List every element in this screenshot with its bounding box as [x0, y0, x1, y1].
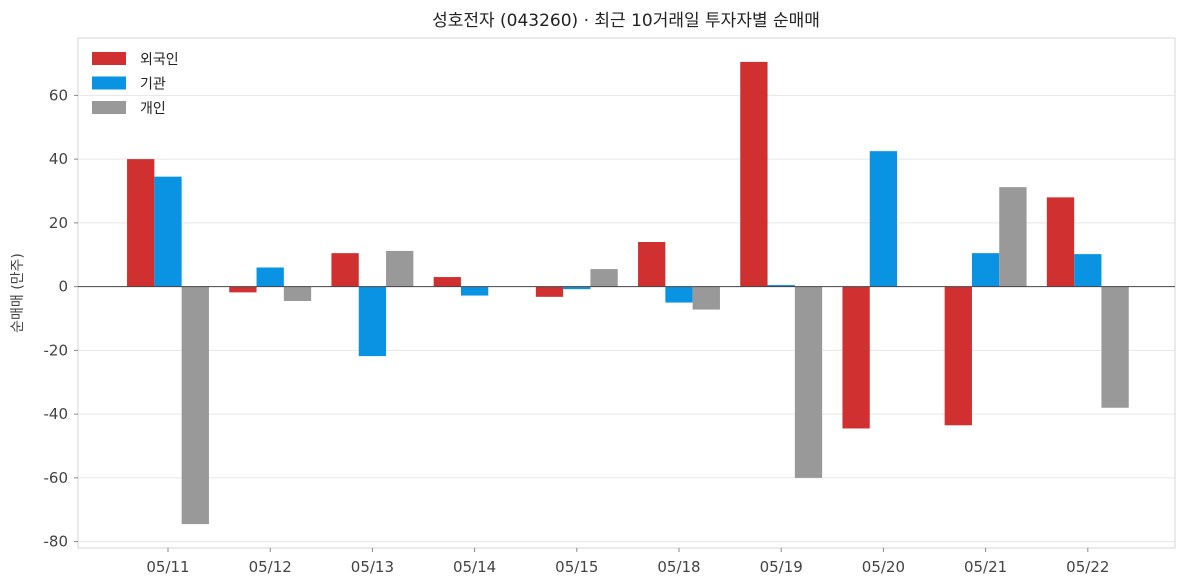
bar-개인-05/13	[386, 250, 414, 287]
y-tick-label: 40	[49, 150, 68, 168]
y-tick-label: 20	[49, 214, 68, 232]
x-tick-label: 05/22	[1066, 558, 1109, 576]
bar-개인-05/15	[590, 269, 618, 287]
bar-기관-05/12	[256, 267, 284, 287]
bar-외국인-05/12	[229, 286, 257, 293]
y-tick-label: 0	[58, 278, 68, 296]
bar-외국인-05/14	[433, 277, 461, 287]
bar-기관-05/21	[971, 253, 1000, 287]
y-axis-ticks: -80 -60 -40 -20 0 20 40 60	[44, 86, 78, 551]
x-tick-label: 05/21	[964, 558, 1007, 576]
plot-area	[77, 37, 1176, 549]
y-tick-label: -40	[44, 405, 69, 423]
bar-개인-05/21	[999, 187, 1027, 287]
bar-개인-05/11	[181, 286, 209, 525]
x-tick-label: 05/14	[453, 558, 496, 576]
bar-개인-05/18	[692, 286, 720, 310]
bar-개인-05/12	[283, 286, 312, 301]
legend-swatch	[92, 101, 126, 114]
y-tick-label: 60	[49, 86, 68, 104]
bar-외국인-05/21	[944, 286, 972, 426]
bar-기관-05/19	[767, 285, 795, 287]
bar-외국인-05/20	[842, 286, 870, 429]
x-tick-label: 05/20	[862, 558, 905, 576]
bars	[127, 61, 1129, 525]
bar-외국인-05/11	[127, 159, 155, 287]
x-tick-label: 05/18	[657, 558, 700, 576]
x-tick-label: 05/19	[760, 558, 803, 576]
legend-swatch	[92, 52, 126, 65]
y-tick-label: -60	[44, 469, 69, 487]
x-tick-label: 05/13	[351, 558, 394, 576]
bar-기관-05/14	[460, 286, 489, 296]
y-tick-label: -80	[44, 533, 69, 551]
x-tick-label: 05/11	[146, 558, 189, 576]
bar-외국인-05/22	[1046, 197, 1075, 287]
x-axis-ticks: 05/11 05/12 05/13 05/14 05/15 05/18 05/19 05/20…	[146, 548, 1109, 576]
x-tick-label: 05/12	[249, 558, 292, 576]
bar-기관-05/22	[1074, 254, 1102, 287]
bar-외국인-05/15	[535, 286, 564, 297]
bar-외국인-05/18	[638, 242, 666, 287]
legend-swatch	[92, 76, 126, 90]
chart-title: 성호전자 (043260) · 최근 10거래일 투자자별 순매매	[432, 11, 820, 31]
legend-label: 기관	[140, 77, 166, 93]
bar-개인-05/19	[794, 286, 823, 478]
y-tick-label: -20	[44, 341, 69, 359]
bar-외국인-05/19	[740, 61, 768, 287]
bar-기관-05/15	[563, 286, 591, 290]
bar-기관-05/11	[154, 176, 182, 287]
bar-기관-05/18	[665, 286, 693, 303]
legend-label: 외국인	[140, 52, 179, 68]
x-tick-label: 05/15	[555, 558, 598, 576]
bar-기관-05/13	[358, 286, 387, 357]
legend-label: 개인	[140, 101, 166, 117]
bar-기관-05/20	[869, 151, 898, 287]
y-axis-label: 순매매 (만주)	[10, 253, 26, 333]
bar-외국인-05/13	[331, 253, 359, 287]
grid-lines	[78, 94, 1175, 543]
bar-개인-05/22	[1101, 286, 1129, 408]
